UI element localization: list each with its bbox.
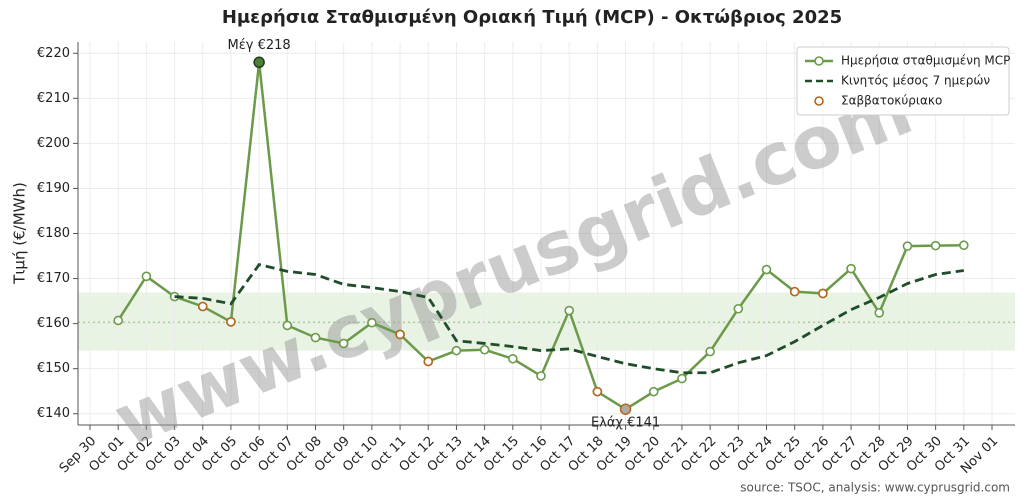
- y-tick-label: €180: [37, 226, 70, 241]
- point: [874, 308, 885, 318]
- annotation: Ελάχ €141: [591, 416, 660, 431]
- y-tick-label: €210: [37, 91, 70, 106]
- legend-box: [796, 46, 1010, 116]
- point: [451, 345, 462, 356]
- point: [902, 241, 913, 251]
- point: [113, 315, 123, 326]
- legend-label: Σαββατοκύριακο: [841, 94, 942, 108]
- legend-label: Ημερήσια σταθμισμένη MCP: [841, 54, 1010, 68]
- point: [677, 373, 687, 384]
- legend-label: Κινητός μέσος 7 ημερών: [841, 74, 990, 88]
- y-tick-label: €170: [37, 271, 70, 286]
- point: [226, 317, 236, 327]
- point: [789, 286, 800, 297]
- legend-marker: [814, 96, 824, 106]
- point: [508, 353, 518, 364]
- point: [395, 329, 405, 340]
- y-tick-label: €150: [37, 361, 70, 376]
- y-axis-label: Τιμή (€/MWh): [11, 182, 29, 285]
- annotation-point: [253, 56, 265, 69]
- point: [959, 240, 969, 251]
- y-tick-label: €200: [37, 136, 70, 151]
- annotation-point: [619, 403, 632, 415]
- series-line: [174, 263, 965, 375]
- point: [592, 386, 603, 397]
- point: [141, 271, 152, 282]
- point: [846, 263, 856, 274]
- point: [479, 344, 490, 355]
- point: [733, 303, 744, 314]
- point: [564, 305, 574, 316]
- legend-marker: [814, 56, 824, 66]
- point: [367, 317, 377, 328]
- point: [282, 320, 293, 331]
- chart-title: Ημερήσια Σταθμισμένη Οριακή Τιμή (MCP) -…: [222, 7, 842, 28]
- y-tick-label: €160: [37, 316, 70, 331]
- point: [423, 356, 434, 367]
- point: [338, 338, 349, 349]
- point: [197, 301, 208, 312]
- point: [930, 240, 941, 251]
- point: [705, 346, 715, 357]
- annotation: Μέγ €218: [228, 38, 291, 53]
- y-tick-label: €140: [37, 406, 70, 421]
- point: [536, 371, 546, 381]
- point: [648, 386, 659, 397]
- source: source: TSOC, analysis: www.cyprusgrid.c…: [740, 481, 1010, 495]
- point: [310, 332, 321, 343]
- y-tick-label: €190: [37, 181, 70, 196]
- y-tick-label: €220: [37, 46, 70, 61]
- point: [818, 288, 828, 299]
- point: [761, 264, 772, 275]
